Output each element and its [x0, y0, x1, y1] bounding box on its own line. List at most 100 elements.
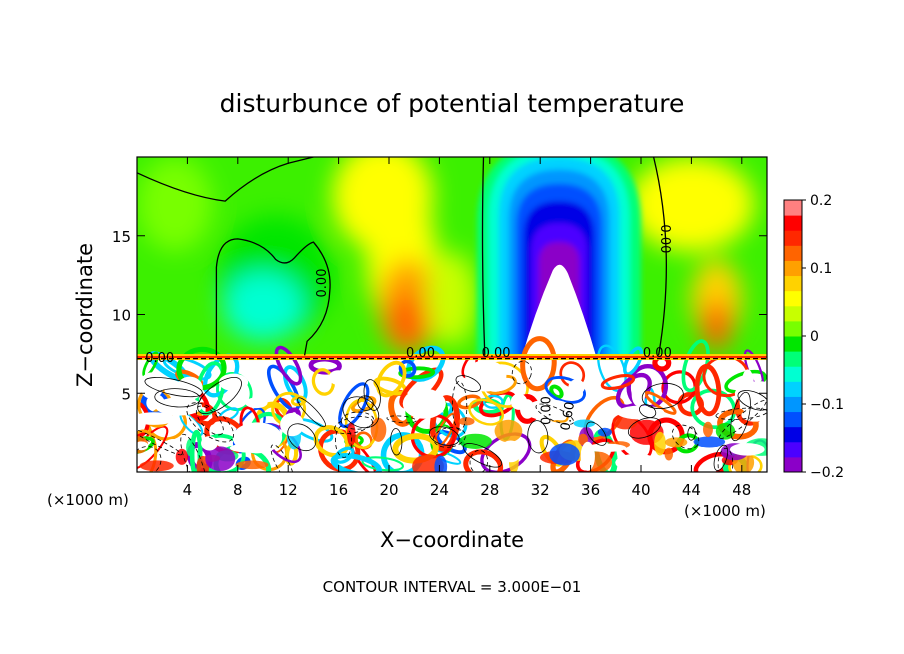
turbulent-patch: [703, 421, 713, 438]
turbulent-swirl: [330, 452, 382, 472]
contour-interval-note: CONTOUR INTERVAL = 3.000E−01: [323, 578, 582, 596]
colorbar-tick-label: −0.1: [810, 397, 844, 413]
colorbar-segment: [784, 411, 802, 428]
upper-field: [137, 157, 767, 360]
colorbar-segment: [784, 426, 802, 443]
field-blob: [426, 251, 478, 346]
colorbar-tick-label: 0.2: [810, 193, 832, 209]
field-blob: [628, 157, 755, 252]
colorbar: 0.2 0.1 0 −0.1 −0.2: [783, 193, 844, 481]
contour-line: [215, 238, 331, 356]
x-unit-left: (×1000 m): [47, 491, 129, 509]
turbulent-hole: [741, 408, 767, 422]
turbulent-patch: [693, 436, 726, 448]
contour-line: [527, 420, 549, 454]
turbulent-swirl: [544, 375, 586, 404]
contour-line: [363, 379, 381, 411]
contour-line: [586, 421, 607, 446]
turbulent-patch: [139, 460, 174, 472]
plume-core: [521, 264, 597, 360]
turbulent-hole: [280, 412, 305, 437]
x-tick-label: 12: [279, 481, 298, 499]
turbulent-hole: [499, 440, 522, 463]
colorbar-tick-label: 0.1: [810, 261, 832, 277]
turbulent-swirl: [463, 449, 504, 472]
colorbar-segment: [784, 351, 802, 367]
turbulent-swirl: [137, 429, 158, 472]
contour-line: [137, 157, 314, 202]
turbulent-patch: [597, 427, 612, 437]
contour-line: [451, 381, 468, 431]
contour-label: 0.60: [558, 401, 578, 432]
turbulent-hole: [137, 441, 149, 451]
contour-lines: [137, 157, 767, 472]
contour-line: [462, 443, 503, 468]
contour-line: [186, 402, 235, 443]
colorbar-tick-label: −0.2: [810, 465, 844, 481]
turbulent-patch: [549, 443, 580, 466]
turbulent-hole: [201, 436, 218, 451]
contour-line: [455, 375, 481, 392]
x-tick-label: 28: [480, 481, 499, 499]
turbulent-patch: [494, 419, 523, 443]
contour-label: 0.00: [145, 351, 174, 366]
contour-line: [287, 423, 317, 452]
upper-blobs: [137, 157, 755, 354]
field-blob: [701, 300, 732, 351]
colorbar-segment: [784, 456, 802, 473]
field-blob: [222, 271, 304, 342]
turbulent-patch: [175, 448, 188, 465]
colorbar-segment: [784, 275, 802, 292]
contour-line: [652, 157, 667, 356]
turbulent-hole: [164, 439, 183, 452]
contour-line: [535, 403, 575, 425]
turbulent-swirl: [429, 395, 461, 452]
turbulent-swirl: [176, 346, 227, 391]
turbulent-hole: [229, 443, 273, 453]
contour-line: [335, 425, 353, 458]
contour-line: [144, 377, 203, 398]
contour-line: [270, 444, 294, 472]
turbulent-hole: [524, 399, 574, 421]
x-axis-label: X−coordinate: [380, 528, 524, 552]
turbulent-swirl: [197, 433, 246, 472]
contour-label: 0.00: [315, 269, 330, 298]
turbulent-swirl: [162, 355, 212, 381]
contour-line: [197, 376, 242, 414]
colorbar-segment: [784, 366, 802, 382]
turbulent-patch: [458, 433, 492, 450]
colorbar-segment: [784, 441, 802, 458]
contour-line: [357, 395, 374, 411]
colorbar-segment: [784, 230, 802, 246]
plot-area: [137, 157, 767, 472]
contour-line: [481, 157, 486, 356]
contour-labels: 0.00 0.00 0.00 0.00 0.00 0.00 0.60 0.00: [145, 224, 672, 431]
colorbar-segment: [784, 215, 802, 231]
turbulent-hole: [631, 382, 646, 407]
turbulent-swirl: [398, 366, 436, 380]
x-tick-label: 36: [581, 481, 600, 499]
x-axis: 4 8 12 16 20 24 28 32 36 40 44 48: [183, 157, 751, 499]
contour-line: [137, 446, 162, 472]
cold-plume: [477, 157, 641, 360]
contour-line: [334, 416, 373, 434]
turbulent-patch: [664, 447, 674, 461]
y-axis-label: Z−coordinate: [73, 243, 97, 387]
x-tick-label: 40: [631, 481, 650, 499]
x-tick-label: 24: [430, 481, 449, 499]
colorbar-segment: [784, 245, 802, 261]
contour-line: [715, 407, 767, 420]
turbulent-swirl: [549, 384, 564, 400]
turbulent-hole: [585, 443, 627, 452]
contour-label: 0.00: [539, 396, 554, 425]
colorbar-segment: [784, 200, 802, 216]
colorbar-segment: [784, 305, 802, 322]
contour-line: [137, 428, 182, 456]
turbulent-patch: [715, 422, 736, 440]
turbulent-hole: [615, 453, 659, 472]
turbulent-hole: [510, 393, 528, 410]
turbulent-hole: [245, 397, 268, 409]
turbulent-swirl: [482, 394, 504, 409]
colorbar-segment: [784, 290, 802, 307]
